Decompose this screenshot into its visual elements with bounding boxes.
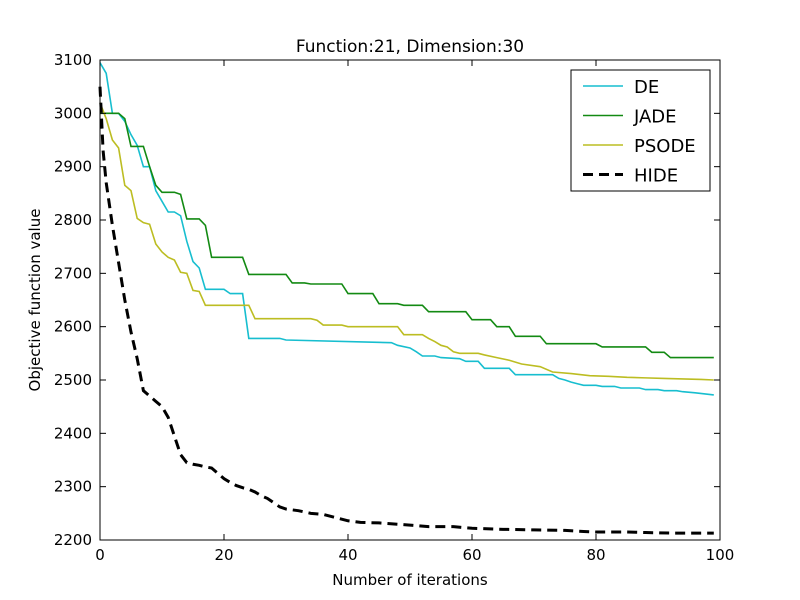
legend-box (570, 69, 711, 192)
series-line-de (99, 62, 714, 396)
legend-label-psode: PSODE (634, 136, 696, 157)
y-tick-label: 2600 (54, 318, 92, 336)
y-tick-label: 2500 (54, 371, 92, 389)
plot-frame (99, 59, 721, 541)
legend-label-jade: JADE (633, 107, 677, 128)
y-tick-label: 2900 (54, 158, 92, 176)
y-tick-label: 2800 (54, 211, 92, 229)
x-axis-label: Number of iterations (332, 571, 488, 589)
series-line-jade (100, 112, 714, 359)
series-line-psode (99, 102, 714, 381)
x-tick-label: 0 (95, 546, 105, 564)
chart-title: Function:21, Dimension:30 (296, 37, 524, 57)
x-axis: 0 20 40 60 80 100 (95, 60, 734, 564)
y-axis: 2200 2300 2400 2500 2600 2700 2800 2900 3000 3100 (54, 51, 720, 549)
legend-label-hide: HIDE (634, 166, 678, 187)
x-tick-label: 20 (214, 546, 233, 564)
series-line-hide (98, 86, 714, 535)
x-tick-label: 60 (462, 546, 481, 564)
x-tick-label: 80 (586, 546, 605, 564)
y-tick-label: 2200 (54, 531, 92, 549)
y-axis-label: Objective function value (26, 209, 44, 392)
y-tick-label: 2300 (54, 478, 92, 496)
y-tick-label: 3000 (54, 104, 92, 122)
legend-label-de: DE (634, 77, 659, 98)
legend: DE JADE PSODE HIDE (570, 69, 711, 192)
y-tick-label: 2400 (54, 424, 92, 442)
y-tick-label: 3100 (54, 51, 92, 69)
x-tick-label: 40 (338, 546, 357, 564)
x-tick-label: 100 (706, 546, 735, 564)
plot-series (98, 62, 714, 535)
y-tick-label: 2700 (54, 264, 92, 282)
